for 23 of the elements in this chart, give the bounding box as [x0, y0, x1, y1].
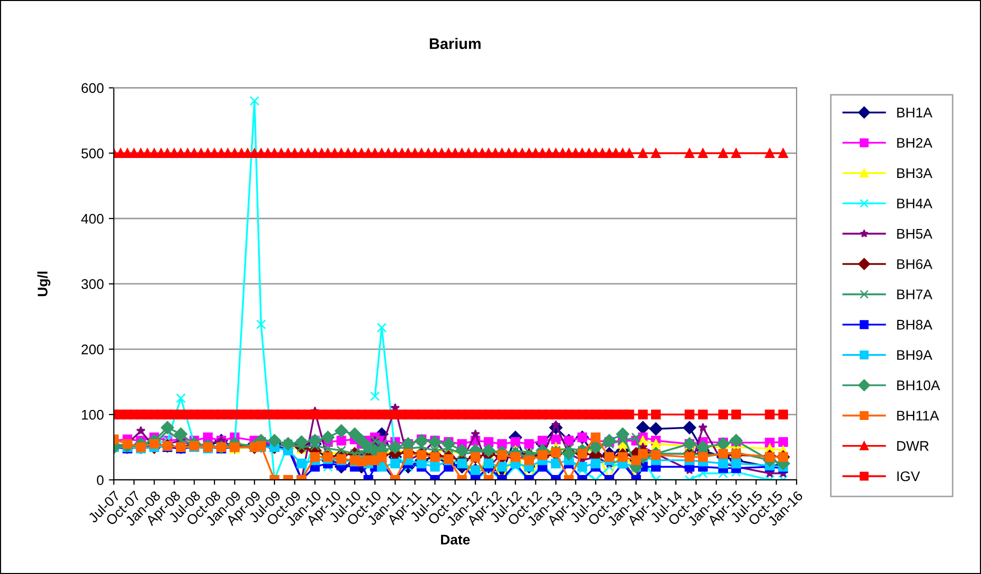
- y-axis-title: Ug/l: [37, 272, 50, 296]
- legend-label: BH1A: [897, 108, 932, 118]
- legend-label: BH9A: [897, 350, 932, 360]
- y-tick-label: 100: [82, 410, 104, 420]
- y-tick-label: 400: [81, 214, 104, 224]
- y-tick-label: 0: [96, 475, 104, 486]
- legend-label: BH7A: [897, 290, 932, 300]
- legend-label: BH3A: [897, 168, 932, 178]
- legend-label: BH6A: [897, 259, 932, 270]
- x-axis-title: Date: [441, 534, 470, 545]
- legend-label: BH5A: [897, 229, 932, 239]
- legend-label: BH4A: [897, 198, 932, 208]
- legend-label: BH10A: [897, 380, 940, 390]
- y-tick-label: 200: [82, 344, 104, 354]
- legend-label: IGV: [897, 471, 920, 482]
- legend-label: BH8A: [897, 320, 932, 330]
- legend-label: DWR: [897, 441, 929, 451]
- y-tick-label: 600: [82, 83, 104, 93]
- y-tick-label: 300: [81, 279, 104, 290]
- legend-label: BH2A: [897, 138, 932, 148]
- y-tick-label: 500: [81, 148, 104, 158]
- chart-title: Barium: [430, 38, 481, 50]
- legend-label: BH11A: [897, 410, 940, 420]
